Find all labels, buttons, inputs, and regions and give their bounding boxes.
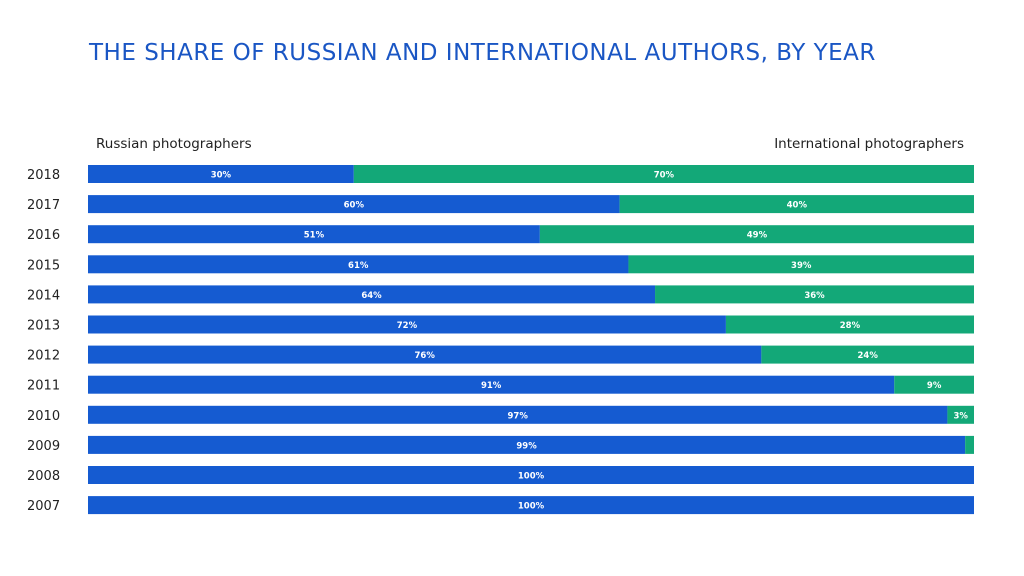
bar-russian-2018 bbox=[88, 165, 354, 183]
value-label-russian-2010: 97% bbox=[508, 411, 529, 421]
value-label-russian-2007: 100% bbox=[518, 502, 545, 512]
year-label-2008: 2008 bbox=[27, 469, 60, 484]
bar-international-2011 bbox=[894, 375, 974, 394]
year-label-2010: 2010 bbox=[27, 409, 60, 424]
value-label-international-2013: 28% bbox=[840, 321, 861, 331]
legend-international: International photographers bbox=[774, 136, 964, 152]
value-label-international-2014: 36% bbox=[804, 291, 825, 301]
year-label-2018: 2018 bbox=[27, 168, 60, 183]
value-label-russian-2012: 76% bbox=[415, 351, 436, 361]
bar-international-2012 bbox=[761, 345, 974, 364]
bar-international-2014 bbox=[655, 285, 974, 304]
bar-russian-2012 bbox=[88, 345, 762, 364]
year-label-2013: 2013 bbox=[27, 319, 60, 334]
bar-russian-2016 bbox=[88, 225, 540, 244]
value-label-international-2012: 24% bbox=[858, 351, 879, 361]
year-label-2009: 2009 bbox=[27, 439, 60, 454]
value-label-russian-2014: 64% bbox=[361, 291, 382, 301]
year-label-2011: 2011 bbox=[27, 379, 60, 394]
bar-russian-2008 bbox=[88, 466, 974, 484]
year-label-2015: 2015 bbox=[27, 258, 60, 273]
bar-russian-2014 bbox=[88, 285, 656, 304]
value-label-russian-2017: 60% bbox=[344, 201, 365, 211]
bar-international-2016 bbox=[539, 225, 974, 244]
year-label-2007: 2007 bbox=[27, 499, 60, 514]
value-label-international-2017: 40% bbox=[787, 201, 808, 211]
bar-international-2017 bbox=[619, 195, 974, 214]
legend-russian: Russian photographers bbox=[96, 136, 252, 152]
bar-russian-2007 bbox=[88, 496, 974, 515]
bar-international-2013 bbox=[725, 315, 974, 334]
value-label-russian-2016: 51% bbox=[304, 231, 325, 241]
bar-international-2010 bbox=[947, 405, 974, 424]
value-label-international-2010: 3% bbox=[953, 411, 968, 421]
year-label-2014: 2014 bbox=[27, 288, 60, 303]
value-label-russian-2018: 30% bbox=[211, 171, 232, 181]
value-label-russian-2008: 100% bbox=[518, 472, 545, 482]
bar-russian-2015 bbox=[88, 255, 629, 274]
bar-russian-2009 bbox=[88, 435, 966, 454]
bar-russian-2013 bbox=[88, 315, 726, 334]
year-label-2012: 2012 bbox=[27, 349, 60, 364]
value-label-russian-2013: 72% bbox=[397, 321, 418, 331]
value-label-international-2015: 39% bbox=[791, 261, 812, 271]
year-label-2017: 2017 bbox=[27, 198, 60, 213]
bar-russian-2010 bbox=[88, 405, 948, 424]
value-label-international-2011: 9% bbox=[927, 381, 942, 391]
bar-international-2009 bbox=[965, 435, 974, 454]
bar-international-2018 bbox=[353, 165, 974, 183]
value-label-international-2018: 70% bbox=[654, 171, 675, 181]
value-label-international-2016: 49% bbox=[747, 231, 768, 241]
bar-russian-2017 bbox=[88, 195, 620, 214]
chart-title: THE SHARE OF RUSSIAN AND INTERNATIONAL A… bbox=[89, 40, 876, 66]
year-label-2016: 2016 bbox=[27, 228, 60, 243]
bar-international-2015 bbox=[628, 255, 974, 274]
value-label-russian-2015: 61% bbox=[348, 261, 369, 271]
value-label-russian-2009: 99% bbox=[516, 441, 537, 451]
bar-russian-2011 bbox=[88, 375, 895, 394]
value-label-russian-2011: 91% bbox=[481, 381, 502, 391]
